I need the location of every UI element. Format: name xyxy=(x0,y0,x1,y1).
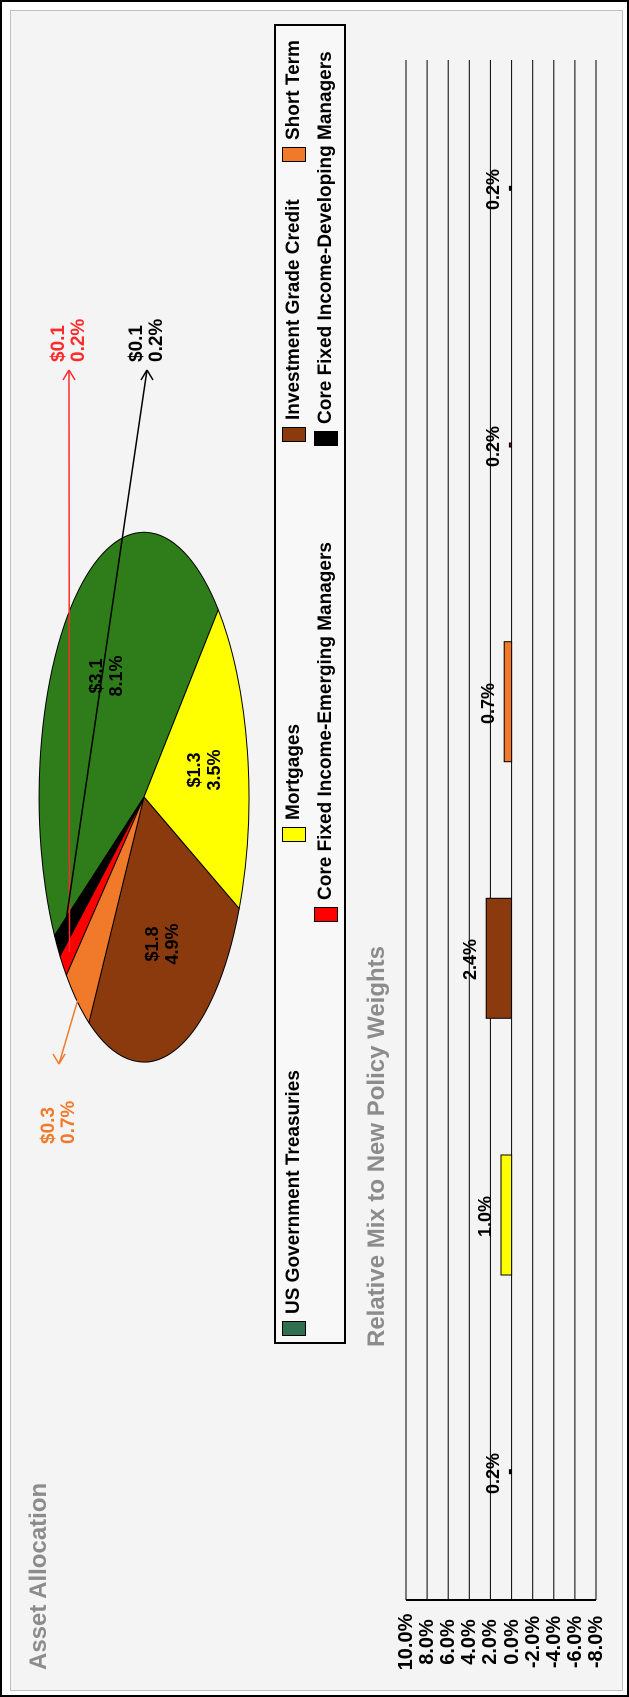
bar-chart xyxy=(405,60,597,1601)
callout-arrowhead xyxy=(52,1053,66,1065)
bar xyxy=(500,1154,513,1276)
callout-arrowhead xyxy=(140,369,154,381)
pie-slice xyxy=(143,608,250,910)
rotated-canvas: Asset Allocation $3.1 8.1% $1.3 3.5% $1.8 … xyxy=(11,11,624,1692)
pie-slice xyxy=(53,796,145,958)
pie-slice xyxy=(88,795,240,1063)
bar xyxy=(508,1469,512,1475)
pie-chart xyxy=(38,369,250,1065)
bar-data-label: 0.2% xyxy=(483,168,503,210)
bar xyxy=(508,185,512,191)
pie-slice xyxy=(38,531,219,937)
bar-data-label: 0.2% xyxy=(483,425,503,467)
callout-line xyxy=(68,369,71,953)
bar-data-label: 0.7% xyxy=(478,682,498,724)
bar xyxy=(503,641,513,763)
bar xyxy=(508,442,512,448)
callout-line xyxy=(63,369,148,935)
callout-line xyxy=(58,984,84,1065)
bar-data-label: 0.2% xyxy=(483,1452,503,1494)
callout-arrowhead xyxy=(62,369,76,381)
chart-panel: Asset Allocation $3.1 8.1% $1.3 3.5% $1.8 … xyxy=(10,10,623,1691)
bar-data-label: 1.0% xyxy=(475,1195,495,1237)
bar xyxy=(485,897,513,1019)
bar-data-label: 2.4% xyxy=(460,938,480,980)
